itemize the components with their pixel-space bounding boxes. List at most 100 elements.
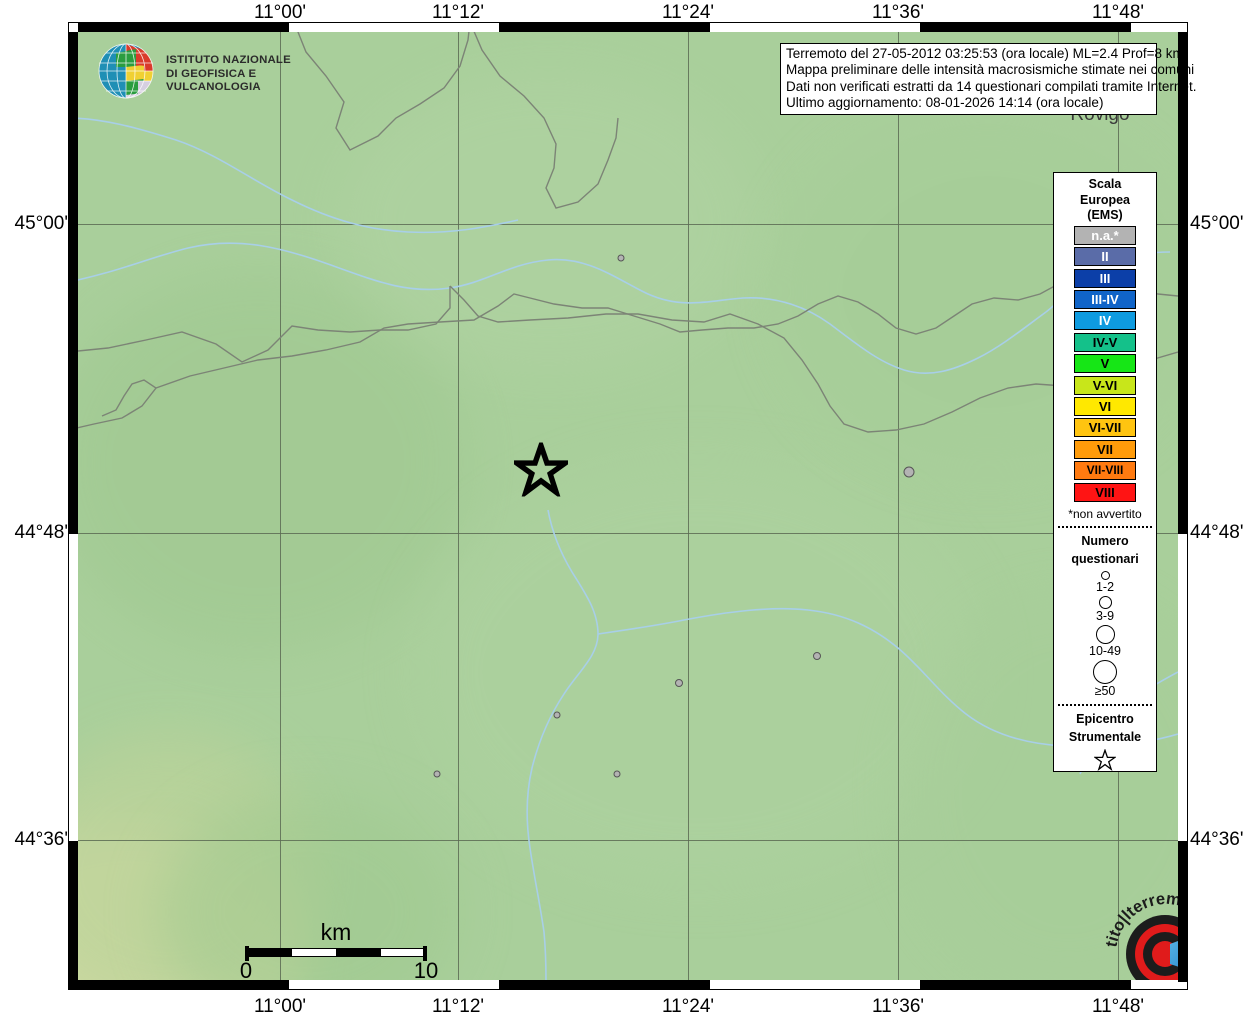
ingv-logo-line2: DI GEOFISICA E VULCANOLOGIA — [166, 67, 261, 94]
legend-questionnaire-class: 10-49 — [1081, 624, 1130, 659]
legend-swatch-vii[interactable]: VII — [1074, 439, 1136, 459]
lon-tick-label-bottom-4: 11°36' — [871, 996, 925, 1017]
lon-tick-label-5: 11°48' — [1091, 2, 1145, 23]
data-point[interactable] — [617, 254, 625, 262]
legend-title-line3: (EMS) — [1087, 208, 1123, 222]
info-line-event: Terremoto del 27-05-2012 03:25:53 (ora l… — [786, 46, 1184, 61]
graticule-line-horizontal — [78, 840, 1178, 841]
legend-epicenter-star — [1057, 747, 1153, 776]
legend-divider — [1058, 703, 1152, 706]
legend-questionnaire-label: 10-49 — [1089, 643, 1121, 658]
legend-title: Scala Europea (EMS) — [1057, 177, 1153, 224]
data-point[interactable] — [675, 679, 683, 687]
questionnaire-circle-icon — [1093, 659, 1117, 684]
lat-tick-label-right-2: 44°48' — [1190, 522, 1244, 543]
ingv-logo-line1: ISTITUTO NAZIONALE — [166, 54, 291, 66]
river-po — [78, 242, 1047, 374]
river-center-south — [526, 509, 599, 980]
legend-footnote: *non avvertito — [1068, 506, 1142, 521]
lon-tick-label-1: 11°00' — [253, 2, 307, 23]
scale-bar-unit-label: km — [320, 919, 352, 945]
legend-swatch-v[interactable]: V — [1074, 354, 1136, 374]
legend-swatch-v-vi[interactable]: V-VI — [1074, 375, 1136, 395]
legend-questionnaire-title: Numero questionari — [1057, 532, 1153, 568]
boundary-mid2 — [449, 285, 1178, 433]
legend-questionnaire-title-line1: Numero — [1081, 533, 1129, 548]
legend-questionnaire-grid: 1-2 3-9 10-49 ≥50 — [1057, 570, 1153, 699]
graticule-line-vertical — [898, 32, 899, 980]
lon-tick-label-3: 11°24' — [661, 2, 715, 23]
lat-tick-label-left-2: 44°48' — [14, 522, 69, 543]
ingv-logo-text: ISTITUTO NAZIONALE DI GEOFISICA E VULCAN… — [166, 54, 321, 95]
legend-swatch-vii-viii[interactable]: VII-VIII — [1074, 461, 1136, 481]
lat-tick-label-right-3: 44°36' — [1190, 829, 1244, 850]
lon-tick-label-4: 11°36' — [871, 2, 925, 23]
river-adige — [78, 117, 519, 234]
data-point[interactable] — [613, 770, 621, 778]
graticule-line-vertical — [688, 32, 689, 980]
lon-tick-label-bottom-3: 11°24' — [661, 996, 715, 1017]
map-canvas[interactable]: Rovigo km 0 10 — [78, 32, 1178, 980]
legend-swatch-iii[interactable]: III — [1074, 268, 1136, 288]
legend-swatch-iii-iv[interactable]: III-IV — [1074, 290, 1136, 310]
info-line-last-update: Ultimo aggiornamento: 08-01-2026 14:14 (… — [786, 94, 1104, 110]
scale-bar-graphic — [245, 946, 427, 961]
scale-bar-min-label: 0 — [239, 958, 253, 980]
boundary-south — [78, 379, 158, 429]
legend-epicenter-title-line2: Strumentale — [1068, 729, 1142, 744]
legend-swatch-na[interactable]: n.a.* — [1074, 225, 1136, 245]
ingv-globe-icon — [98, 43, 154, 99]
legend-swatch-viii[interactable]: VIII — [1074, 482, 1136, 502]
graticule-line-horizontal — [78, 533, 1178, 534]
legend-questionnaire-class: ≥50 — [1081, 659, 1130, 699]
graticule-line-vertical — [458, 32, 459, 980]
map-legend: Scala Europea (EMS) n.a.* II III III-IV … — [1053, 172, 1157, 772]
legend-swatch-iv[interactable]: IV — [1074, 311, 1136, 331]
legend-epicenter-title: Epicentro Strumentale — [1057, 710, 1153, 746]
legend-questionnaire-label: 3-9 — [1095, 608, 1115, 623]
data-point[interactable] — [813, 652, 821, 660]
lat-tick-label-left-1: 45°00' — [14, 213, 69, 234]
legend-divider — [1058, 525, 1152, 528]
event-info-box: Terremoto del 27-05-2012 03:25:53 (ora l… — [780, 43, 1197, 116]
graticule-line-vertical — [280, 32, 281, 980]
boundary-mid — [78, 286, 451, 363]
lat-tick-label-right-1: 45°00' — [1190, 213, 1244, 234]
scale-bar: km 0 10 — [240, 919, 438, 980]
boundary-north2 — [473, 32, 619, 209]
epicenter-star-icon[interactable] — [508, 437, 574, 502]
legend-title-line1: Scala — [1088, 177, 1122, 191]
legend-questionnaire-title-line2: questionari — [1071, 551, 1139, 566]
boundary-north — [297, 32, 470, 151]
terrain-shade — [418, 462, 978, 882]
legend-swatch-ii[interactable]: II — [1074, 247, 1136, 267]
map-vector-overlay — [78, 32, 1178, 980]
ingv-logo: ISTITUTO NAZIONALE DI GEOFISICA E VULCAN… — [96, 41, 321, 103]
data-point[interactable] — [553, 711, 561, 719]
legend-swatch-iv-v[interactable]: IV-V — [1074, 332, 1136, 352]
questionnaire-circle-icon — [1098, 595, 1112, 609]
lon-tick-label-2: 11°12' — [431, 2, 485, 23]
lon-tick-label-bottom-2: 11°12' — [431, 996, 485, 1017]
legend-questionnaire-label: 1-2 — [1095, 579, 1115, 594]
questionnaire-circle-icon — [1100, 570, 1110, 580]
lon-tick-label-bottom-1: 11°00' — [253, 996, 307, 1017]
info-line-description: Mappa preliminare delle intensità macros… — [786, 62, 1195, 78]
legend-questionnaire-class: 3-9 — [1081, 595, 1130, 624]
haisentito-logo[interactable]: ? tito|lterremoto .it www. haisen — [1098, 884, 1178, 980]
lon-tick-label-bottom-5: 11°48' — [1091, 996, 1145, 1017]
graticule-line-horizontal — [78, 224, 1178, 225]
boundary-south2 — [155, 275, 1178, 389]
data-point[interactable] — [433, 770, 441, 778]
legend-epicenter-title-line1: Epicentro — [1076, 711, 1134, 726]
scale-bar-max-label: 10 — [413, 958, 439, 980]
legend-swatch-vi-vii[interactable]: VI-VII — [1074, 418, 1136, 438]
legend-title-line2: Europea — [1079, 192, 1130, 207]
info-line-data-source: Dati non verificati estratti da 14 quest… — [786, 78, 1197, 94]
legend-swatch-vi[interactable]: VI — [1074, 397, 1136, 417]
legend-questionnaire-label: ≥50 — [1094, 683, 1116, 698]
terrain-shade — [78, 272, 468, 652]
lat-tick-label-left-3: 44°36' — [14, 829, 69, 850]
data-point[interactable] — [903, 466, 915, 478]
